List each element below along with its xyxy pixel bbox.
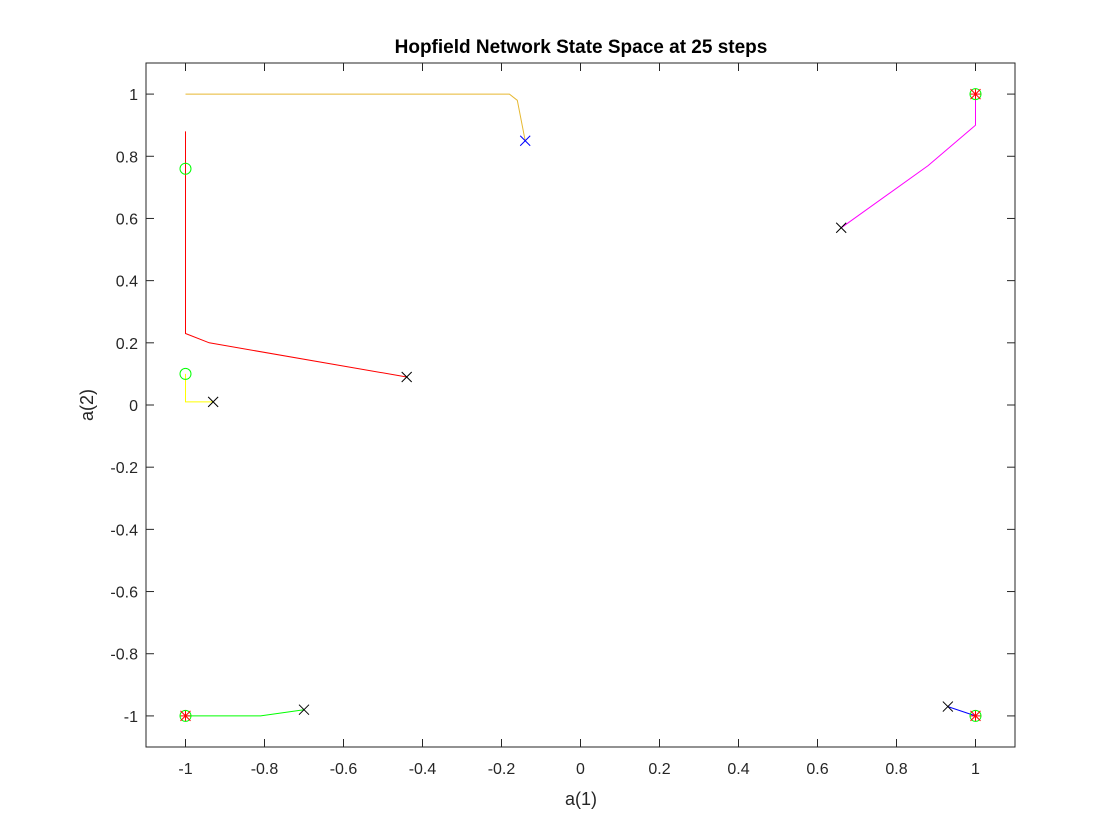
axes-box: [145, 62, 1016, 748]
y-tick-label: 0.8: [116, 149, 138, 166]
x-tick-label: -1: [178, 761, 192, 778]
y-tick-label: 0.2: [116, 336, 138, 353]
x-axis-ticks: -1 -0.8 -0.6 -0.4 -0.2 0 0.2 0.4 0.6 0.8 1: [178, 63, 980, 778]
x-tick-label: -0.4: [409, 761, 437, 778]
x-tick-label: 0: [576, 761, 585, 778]
trajectory-line-1: [185, 93, 526, 141]
trajectory-line-4: [185, 709, 305, 717]
y-axis-ticks: -1 -0.8 -0.6 -0.4 -0.2 0 0.2 0.4 0.6 0.8 1: [110, 87, 1015, 726]
x-axis-label: a(1): [565, 789, 597, 809]
trajectory-start-marker-4: [298, 704, 310, 716]
y-tick-label: -0.4: [110, 522, 138, 539]
x-tick-label: -0.6: [330, 761, 358, 778]
trajectory-end-marker: [179, 709, 192, 722]
marker-layer: [179, 88, 982, 722]
trajectory-line-3: [185, 373, 214, 403]
x-tick-label: 1: [971, 761, 980, 778]
series-layer: [185, 93, 976, 717]
trajectory-start-marker-3: [207, 396, 219, 408]
y-tick-label: -0.6: [110, 585, 138, 602]
y-tick-label: -0.2: [110, 460, 138, 477]
trajectory-end-marker: [969, 709, 982, 722]
trajectory-line-2: [185, 131, 407, 378]
trajectory-line-6: [947, 706, 976, 717]
trajectory-start-marker-1: [519, 135, 531, 147]
trajectory-end-marker: [969, 88, 982, 101]
x-tick-label: 0.4: [727, 761, 749, 778]
y-tick-label: 0.4: [116, 274, 138, 291]
chart-title: Hopfield Network State Space at 25 steps: [395, 37, 768, 58]
y-tick-label: -0.8: [110, 647, 138, 664]
x-tick-label: -0.8: [251, 761, 279, 778]
y-tick-label: 0.6: [116, 211, 138, 228]
equilibrium-point-marker: [970, 88, 981, 100]
x-tick-label: 0.8: [885, 761, 907, 778]
y-axis-label: a(2): [77, 389, 97, 421]
trajectory-end-marker: [179, 367, 192, 380]
equilibrium-point-marker: [180, 710, 191, 722]
y-tick-label: 0: [129, 398, 138, 415]
trajectory-start-marker-5: [835, 222, 847, 234]
trajectory-line-5: [840, 94, 976, 229]
trajectory-start-marker-6: [942, 701, 954, 712]
trajectory-start-marker-2: [401, 371, 413, 383]
x-tick-label: 0.6: [806, 761, 828, 778]
y-tick-label: 1: [129, 87, 138, 104]
trajectory-end-marker: [179, 162, 192, 175]
equilibrium-point-marker: [970, 710, 981, 722]
x-tick-label: 0.2: [648, 761, 670, 778]
y-tick-label: -1: [124, 709, 138, 726]
x-tick-label: -0.2: [488, 761, 516, 778]
